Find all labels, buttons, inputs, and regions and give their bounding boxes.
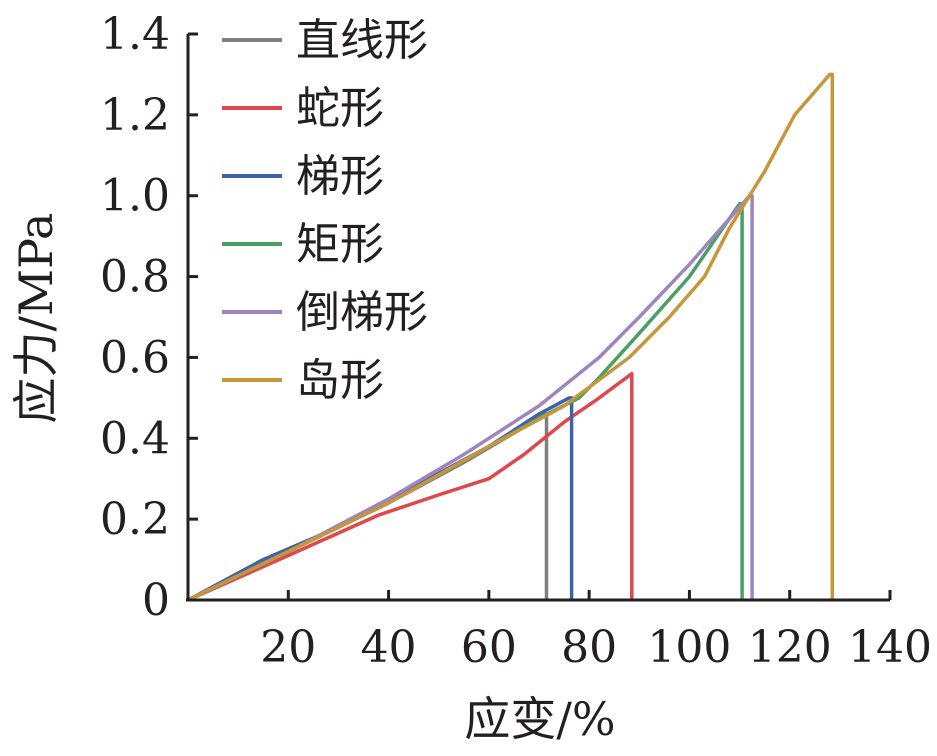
- x-tick-label: 20: [260, 622, 316, 673]
- series-line: [187, 371, 634, 602]
- legend-label: 蛇形: [296, 83, 384, 134]
- y-tick-label: 1.2: [100, 90, 170, 141]
- y-tick-label: 0.4: [100, 413, 170, 464]
- x-tick-label: 40: [361, 622, 417, 673]
- y-tick-label: 1.4: [100, 9, 170, 60]
- x-tick-label: 80: [561, 622, 617, 673]
- series-line: [187, 396, 574, 602]
- x-tick-label: 140: [848, 622, 932, 673]
- y-axis-title: 应力/MPa: [9, 213, 63, 424]
- y-tick-label: 0.2: [100, 494, 170, 545]
- y-tick-label: 0.8: [100, 252, 170, 303]
- series-line: [187, 72, 835, 602]
- y-tick-label: 1.0: [100, 171, 170, 222]
- series-line: [187, 193, 754, 602]
- axes-layer: [186, 34, 890, 602]
- x-axis-title: 应变/%: [464, 692, 615, 746]
- x-tick-label: 100: [647, 622, 731, 673]
- legend-label: 倒梯形: [296, 287, 428, 338]
- legend-label: 矩形: [296, 219, 384, 270]
- ticks-layer: 20 40 60 80 100 120 140 0 0.2 0.4 0.6 0.8 1.0 1.2 1.4: [100, 9, 932, 673]
- legend-label: 梯形: [296, 151, 384, 202]
- x-tick-label: 60: [461, 622, 517, 673]
- series-line: [187, 202, 744, 602]
- legend-label: 直线形: [296, 15, 428, 66]
- x-tick-label: 120: [748, 622, 832, 673]
- legend-label: 岛形: [296, 355, 384, 406]
- series-layer: [187, 72, 835, 602]
- y-tick-label: 0.6: [100, 332, 170, 383]
- y-tick-label: 0: [142, 575, 170, 626]
